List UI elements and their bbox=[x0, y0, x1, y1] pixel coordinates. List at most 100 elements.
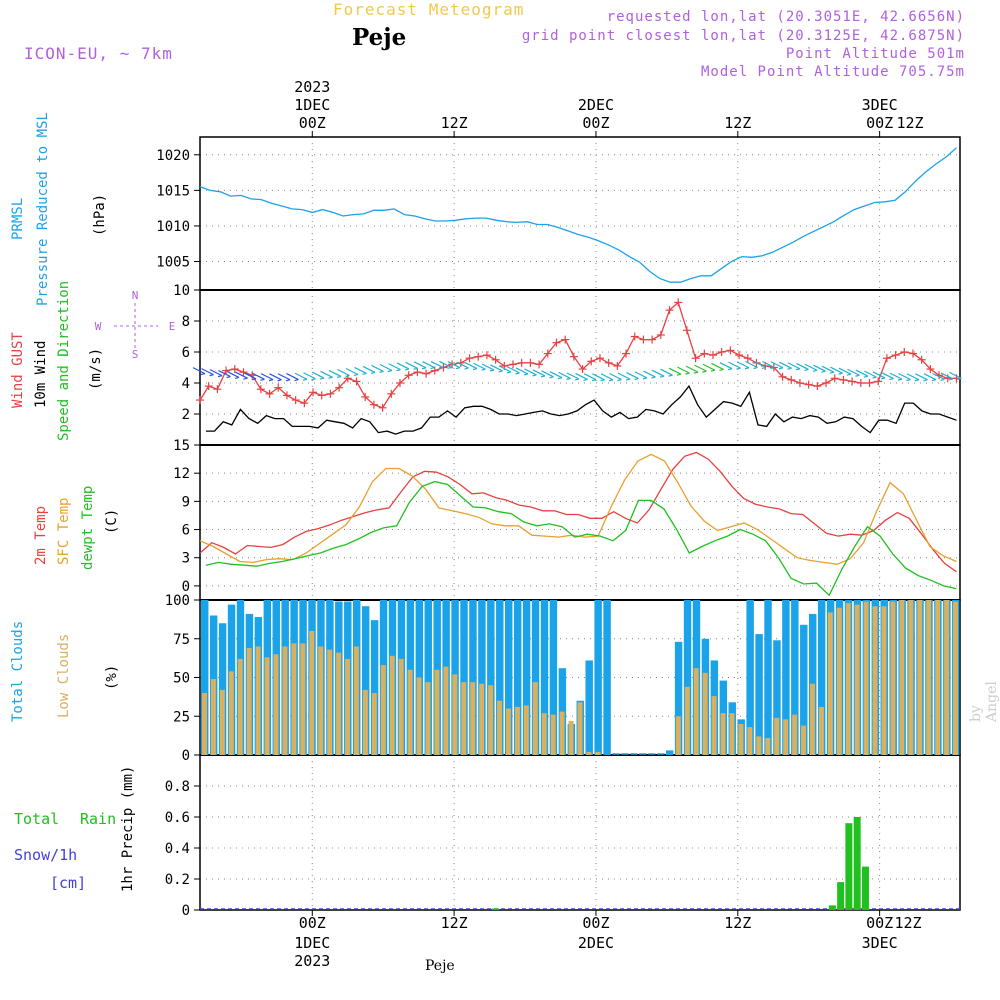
wind-arrow-head bbox=[277, 379, 282, 382]
compass-n: N bbox=[132, 289, 139, 302]
low-cloud-bar bbox=[765, 737, 771, 755]
y-tick-label: 0.4 bbox=[165, 841, 190, 857]
total-cloud-bar bbox=[746, 600, 754, 755]
low-cloud-bar bbox=[461, 682, 467, 755]
wind-arrow-head bbox=[209, 374, 214, 377]
wind-gust-line bbox=[199, 301, 957, 409]
wind-arrow-head bbox=[523, 373, 529, 376]
location-title: Peje bbox=[352, 24, 407, 51]
label-snow: Snow/1h bbox=[14, 846, 78, 864]
wind-arrow-head bbox=[345, 374, 350, 378]
total-cloud-bar bbox=[361, 606, 370, 755]
total-cloud-bar bbox=[540, 600, 549, 755]
wind-arrow-head bbox=[549, 376, 554, 379]
low-cloud-bar bbox=[568, 720, 574, 755]
wind-arrow-head bbox=[906, 378, 911, 382]
wind-arrow bbox=[583, 373, 597, 381]
top-day-label: 3DEC bbox=[862, 96, 898, 114]
wind-arrow-head bbox=[821, 370, 826, 373]
low-cloud-bar bbox=[380, 665, 386, 755]
wind-arrow-head bbox=[353, 373, 359, 377]
y-tick-label: 25 bbox=[173, 709, 190, 725]
wind-arrow bbox=[515, 367, 529, 375]
low-cloud-bar bbox=[291, 643, 297, 755]
top-hour-label: 12Z bbox=[724, 114, 751, 132]
y-tick-label: 0 bbox=[182, 903, 190, 919]
wind-arrow-head bbox=[838, 372, 843, 375]
wind-arrow-head bbox=[557, 377, 563, 380]
wind-arrow-head bbox=[506, 371, 512, 374]
wind-arrow-head bbox=[455, 367, 461, 370]
y-tick-label: 3 bbox=[182, 551, 190, 567]
wind-arrow bbox=[889, 372, 903, 380]
low-cloud-bar bbox=[854, 604, 860, 755]
wind-arrow-head bbox=[846, 373, 852, 376]
wind-arrow-head bbox=[685, 372, 690, 375]
pressure-line bbox=[199, 147, 957, 283]
precip-bar bbox=[853, 817, 861, 910]
temp-sfc-line bbox=[199, 453, 957, 565]
low-cloud-bar bbox=[389, 655, 395, 755]
wind-arrow-head bbox=[812, 369, 818, 372]
wind-arrow-head bbox=[260, 378, 265, 381]
low-cloud-bar bbox=[845, 603, 851, 755]
total-cloud-bar bbox=[791, 600, 799, 755]
low-cloud-bar bbox=[219, 689, 225, 755]
model-label: ICON-EU, ~ 7km bbox=[24, 44, 173, 63]
wind-arrow bbox=[575, 372, 588, 380]
wind-arrow-head bbox=[948, 378, 954, 381]
wind-arrow bbox=[677, 366, 690, 374]
low-cloud-bar bbox=[488, 685, 494, 755]
wind-arrow-head bbox=[719, 368, 724, 371]
wind-arrow-head bbox=[753, 366, 758, 370]
low-cloud-bar bbox=[532, 682, 538, 755]
low-cloud-bar bbox=[586, 751, 592, 755]
low-cloud-bar bbox=[908, 600, 914, 755]
low-cloud-bar bbox=[863, 601, 869, 755]
low-cloud-bar bbox=[729, 713, 735, 755]
wind-arrow bbox=[328, 369, 342, 377]
wind-arrow-head bbox=[362, 372, 367, 376]
bottom-hour-label: 00Z bbox=[299, 914, 326, 932]
wind-arrow bbox=[226, 370, 240, 378]
wind-arrow bbox=[906, 373, 920, 381]
wind-arrow-head bbox=[447, 366, 452, 370]
wind-arrow bbox=[337, 368, 350, 377]
total-cloud-bar bbox=[201, 600, 209, 755]
wind-arrow bbox=[532, 369, 546, 377]
wind-arrow-head bbox=[234, 376, 240, 380]
low-cloud-bar bbox=[872, 606, 878, 755]
wind-arrow bbox=[464, 362, 478, 370]
wind-arrow bbox=[218, 370, 231, 378]
wind-arrow bbox=[813, 364, 826, 372]
wind-arrow-head bbox=[693, 371, 699, 374]
top-hour-label: 00Z bbox=[582, 114, 609, 132]
top-year-label: 2023 bbox=[294, 78, 330, 96]
wind-arrow bbox=[294, 372, 308, 380]
y-tick-label: 2 bbox=[182, 407, 190, 423]
low-cloud-bar bbox=[747, 727, 753, 755]
y-tick-label: 1010 bbox=[156, 219, 190, 235]
y-tick-label: 0.8 bbox=[165, 779, 190, 795]
low-cloud-bar bbox=[944, 600, 950, 755]
low-cloud-bar bbox=[541, 713, 547, 755]
low-cloud-bar bbox=[202, 693, 207, 755]
total-cloud-bar bbox=[487, 600, 495, 755]
wind-arrow bbox=[830, 366, 843, 374]
low-cloud-bar bbox=[336, 652, 342, 755]
wind-arrow-head bbox=[251, 378, 257, 381]
low-cloud-bar bbox=[264, 657, 270, 755]
wind-arrow-head bbox=[778, 367, 784, 370]
wind-arrow-head bbox=[200, 373, 206, 376]
low-cloud-bar bbox=[514, 706, 520, 755]
wind-arrow bbox=[354, 366, 367, 374]
wind-arrow-head bbox=[880, 377, 886, 380]
low-cloud-bar bbox=[917, 600, 923, 755]
temp-dewpt-line bbox=[205, 480, 957, 597]
wind-arrow bbox=[872, 371, 886, 379]
wind-arrow bbox=[507, 366, 520, 374]
top-hour-label: 00Z bbox=[299, 114, 326, 132]
y-tick-label: 12 bbox=[173, 466, 190, 482]
wind-arrow bbox=[456, 361, 469, 369]
low-cloud-bar bbox=[836, 607, 842, 755]
